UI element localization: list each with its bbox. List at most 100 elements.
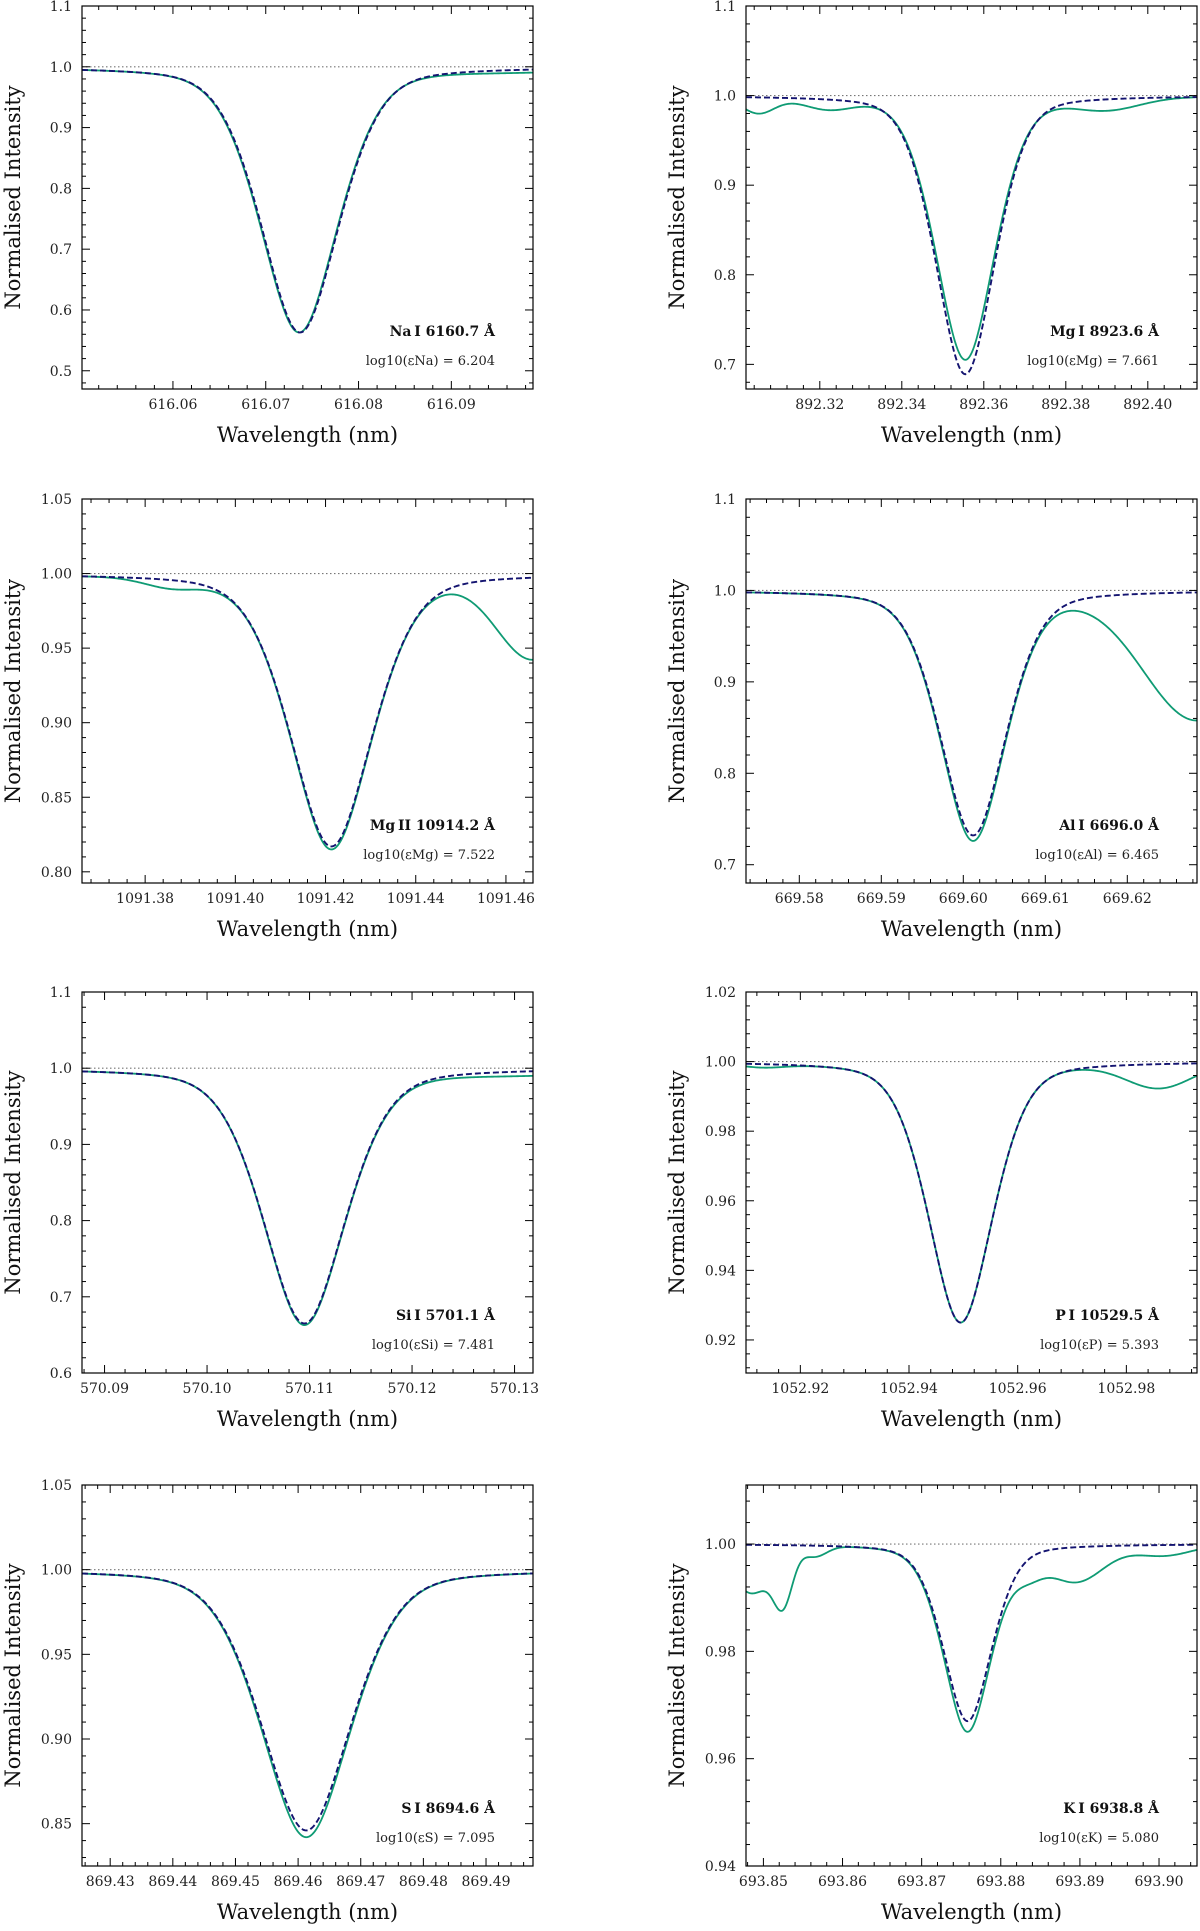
- y-axis-title: Normalised Intensity: [1, 579, 25, 803]
- spectral-line-title: Mg I 8923.6 Å: [1050, 322, 1160, 340]
- x-tick-label: 1091.44: [387, 891, 445, 907]
- y-axis-title: Normalised Intensity: [1, 85, 25, 309]
- abundance-annotation: log10(εMg) = 7.661: [1027, 354, 1159, 369]
- spectrum-panel: 869.43 869.44 869.45 869.46 869.47 869.48 869.…: [1, 1478, 534, 1924]
- x-tick-label: 669.62: [1103, 891, 1152, 907]
- spectral-line-title: Al I 6696.0 Å: [1058, 816, 1160, 834]
- plot-area: [746, 95, 1197, 376]
- plot-area: [746, 589, 1197, 842]
- model-spectrum-line: [746, 96, 1197, 376]
- y-tick-label: 1.1: [50, 985, 72, 1001]
- x-tick-label: 892.34: [877, 397, 926, 413]
- observed-spectrum-line: [82, 69, 533, 334]
- y-axis-title: Normalised Intensity: [665, 85, 689, 309]
- x-tick-label: 570.10: [183, 1381, 232, 1397]
- y-tick-label: 0.7: [714, 357, 736, 373]
- x-tick-label: 1052.92: [771, 1381, 829, 1397]
- x-tick-label: 616.07: [241, 397, 290, 413]
- y-tick-label: 0.9: [50, 1137, 72, 1153]
- x-tick-label: 693.86: [818, 1874, 867, 1890]
- y-tick-label: 1.0: [714, 89, 736, 105]
- spectral-line-title: Si I 5701.1 Å: [396, 1306, 496, 1324]
- x-tick-label: 869.44: [148, 1874, 197, 1890]
- observed-spectrum-line: [746, 96, 1197, 361]
- spectral-line-title: P I 10529.5 Å: [1055, 1306, 1160, 1324]
- model-spectrum-line: [82, 68, 533, 334]
- x-tick-label: 693.87: [897, 1874, 946, 1890]
- y-tick-label: 0.6: [50, 1366, 72, 1382]
- x-tick-label: 869.48: [399, 1874, 448, 1890]
- y-tick-label: 1.00: [705, 1537, 736, 1553]
- y-tick-label: 0.8: [714, 766, 736, 782]
- x-tick-label: 1052.96: [989, 1381, 1047, 1397]
- x-tick-label: 669.59: [857, 891, 906, 907]
- plot-area: [82, 66, 533, 334]
- x-tick-label: 693.90: [1135, 1874, 1184, 1890]
- abundance-annotation: log10(εP) = 5.393: [1040, 1338, 1159, 1353]
- model-spectrum-line: [746, 591, 1197, 837]
- x-tick-label: 869.43: [86, 1874, 135, 1890]
- x-tick-label: 693.88: [976, 1874, 1025, 1890]
- abundance-annotation: log10(εSi) = 7.481: [372, 1338, 495, 1353]
- y-tick-label: 0.7: [714, 858, 736, 874]
- x-tick-label: 892.40: [1123, 397, 1172, 413]
- x-tick-label: 570.09: [80, 1381, 129, 1397]
- y-tick-label: 1.1: [714, 0, 736, 15]
- x-tick-label: 892.36: [959, 397, 1008, 413]
- y-tick-label: 1.1: [714, 492, 736, 508]
- y-tick-label: 0.92: [705, 1333, 736, 1349]
- x-axis-title: Wavelength (nm): [217, 1407, 398, 1431]
- x-tick-label: 869.45: [211, 1874, 260, 1890]
- y-tick-label: 0.5: [50, 364, 72, 380]
- spectral-line-title: Mg II 10914.2 Å: [370, 816, 496, 834]
- y-tick-label: 1.02: [705, 985, 736, 1001]
- x-tick-label: 869.47: [336, 1874, 385, 1890]
- x-tick-label: 1052.94: [880, 1381, 938, 1397]
- observed-spectrum-line: [82, 1070, 533, 1326]
- observed-spectrum-line: [82, 1572, 533, 1839]
- y-axis-title: Normalised Intensity: [1, 1070, 25, 1294]
- y-tick-label: 0.6: [50, 303, 72, 319]
- y-tick-label: 1.00: [41, 1563, 72, 1579]
- axes-frame: [81, 991, 534, 1374]
- spectral-line-title: Na I 6160.7 Å: [390, 322, 497, 340]
- y-tick-label: 0.7: [50, 1290, 72, 1306]
- x-tick-label: 669.60: [939, 891, 988, 907]
- y-tick-label: 1.00: [41, 567, 72, 583]
- y-tick-label: 1.1: [50, 0, 72, 15]
- x-tick-label: 616.08: [334, 397, 383, 413]
- x-tick-label: 892.32: [795, 397, 844, 413]
- y-tick-label: 1.05: [41, 492, 72, 508]
- y-tick-label: 0.98: [705, 1124, 736, 1140]
- plot-area: [82, 1569, 533, 1839]
- x-tick-label: 1091.38: [116, 891, 174, 907]
- y-tick-label: 0.95: [41, 1647, 72, 1663]
- axes-frame: [745, 991, 1198, 1374]
- x-axis-title: Wavelength (nm): [881, 1407, 1062, 1431]
- y-tick-label: 0.7: [50, 242, 72, 258]
- x-tick-label: 669.58: [775, 891, 824, 907]
- plot-area: [82, 573, 533, 851]
- abundance-annotation: log10(εK) = 5.080: [1039, 1831, 1159, 1846]
- y-axis-title: Normalised Intensity: [1, 1563, 25, 1787]
- x-tick-label: 616.06: [148, 397, 197, 413]
- y-tick-label: 0.98: [705, 1644, 736, 1660]
- abundance-annotation: log10(εAl) = 6.465: [1035, 848, 1159, 863]
- axes-frame: [745, 498, 1198, 884]
- spectrum-panel: 1052.92 1052.94 1052.96 1052.98 0.92 0.94 0.96…: [665, 985, 1198, 1431]
- spectrum-panel: 1091.38 1091.40 1091.42 1091.44 1091.46 0.80 0…: [1, 492, 535, 941]
- plot-area: [82, 1067, 533, 1326]
- y-tick-label: 0.9: [714, 675, 736, 691]
- abundance-annotation: log10(εNa) = 6.204: [366, 354, 495, 369]
- x-tick-label: 570.12: [388, 1381, 437, 1397]
- x-tick-label: 892.38: [1041, 397, 1090, 413]
- y-tick-label: 0.9: [714, 178, 736, 194]
- x-axis-title: Wavelength (nm): [217, 1900, 398, 1924]
- observed-spectrum-line: [746, 1546, 1197, 1733]
- y-axis-title: Normalised Intensity: [665, 1563, 689, 1787]
- y-tick-label: 1.00: [705, 1055, 736, 1071]
- spectrum-panel: 616.06 616.07 616.08 616.09 0.5 0.6 0.7 0.8 0.9 1…: [1, 0, 534, 447]
- x-tick-label: 693.89: [1055, 1874, 1104, 1890]
- axes-frame: [745, 1484, 1198, 1867]
